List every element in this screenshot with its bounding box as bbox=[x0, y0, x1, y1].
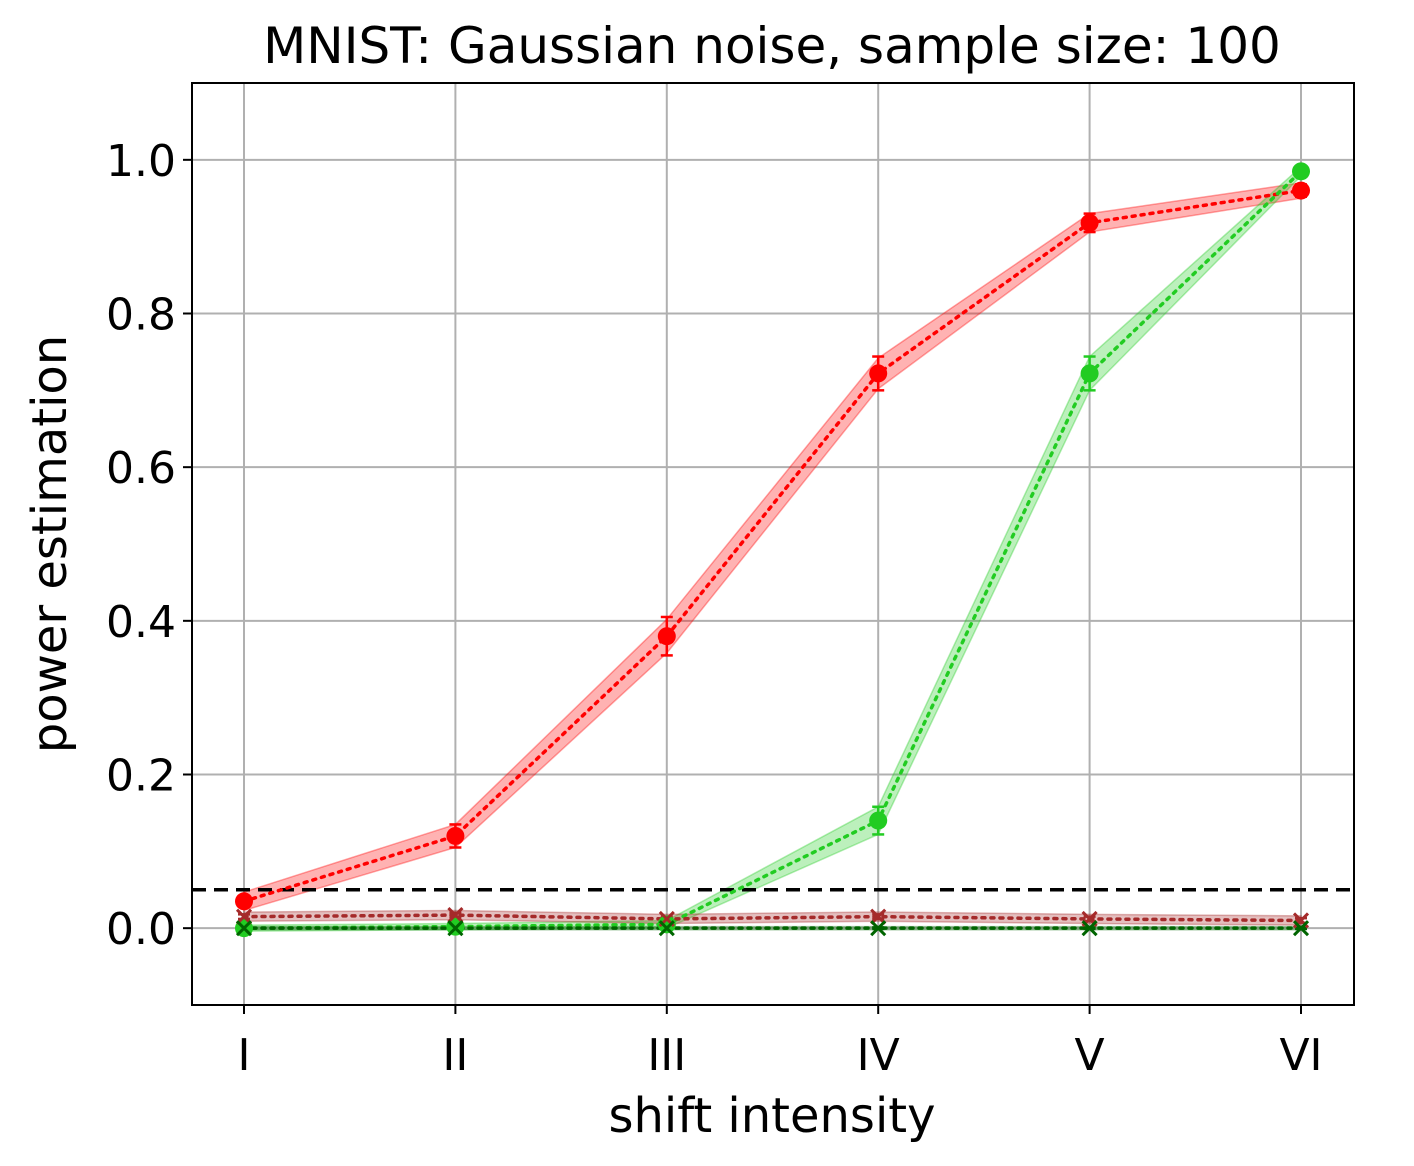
series-0-point-1 bbox=[446, 826, 465, 845]
series-markers bbox=[235, 162, 1310, 938]
series-0-point-0 bbox=[235, 892, 253, 911]
series-3-point-0 bbox=[235, 920, 253, 937]
grid bbox=[192, 83, 1354, 1005]
x-tick-label-VI: VI bbox=[1279, 1030, 1322, 1081]
series-0-point-4 bbox=[1080, 213, 1099, 232]
series-1-point-2 bbox=[657, 915, 676, 934]
series-1-point-4 bbox=[1080, 364, 1099, 383]
series-0-point-3 bbox=[869, 364, 888, 383]
x-marker-stroke-b bbox=[870, 908, 887, 925]
x-marker-stroke-b bbox=[235, 920, 253, 937]
series-2-line bbox=[242, 913, 1303, 923]
x-marker-stroke-b bbox=[447, 920, 464, 937]
x-tick-label-I: I bbox=[238, 1030, 251, 1081]
error-bars bbox=[238, 167, 1307, 931]
series-0-point-2 bbox=[657, 627, 676, 646]
series-2-band bbox=[243, 909, 1302, 926]
series-0-line bbox=[242, 188, 1303, 904]
y-tick-label-0.6: 0.6 bbox=[106, 443, 176, 494]
x-tick-label-V: V bbox=[1075, 1030, 1105, 1081]
series-3-point-3 bbox=[870, 920, 887, 937]
y-tick-label-0.2: 0.2 bbox=[106, 751, 176, 802]
x-marker-stroke-b bbox=[1081, 920, 1098, 937]
x-marker-stroke-b bbox=[870, 920, 887, 937]
y-axis-label: power estimation bbox=[22, 335, 78, 753]
series-1-line bbox=[242, 169, 1303, 930]
x-marker-stroke-b bbox=[1292, 920, 1310, 937]
series-2-point-0 bbox=[235, 908, 253, 925]
series-0-point-5 bbox=[1292, 181, 1310, 200]
series-2-point-3 bbox=[870, 908, 887, 925]
x-axis-ticks: I II III IV V VI bbox=[238, 1005, 1323, 1081]
x-tick-label-III: III bbox=[647, 1030, 686, 1081]
series-3-point-2 bbox=[658, 920, 675, 937]
series-3-point-1 bbox=[447, 920, 464, 937]
y-tick-label-0.4: 0.4 bbox=[106, 597, 176, 648]
series-2-point-1 bbox=[447, 907, 464, 924]
x-tick-label-IV: IV bbox=[857, 1030, 900, 1081]
series-1-point-5 bbox=[1292, 162, 1310, 181]
x-marker-stroke-b bbox=[235, 908, 253, 925]
series-lines bbox=[242, 169, 1303, 930]
x-marker-stroke-b bbox=[658, 920, 675, 937]
y-axis-ticks: 0.0 0.2 0.4 0.6 0.8 1.0 bbox=[106, 136, 192, 955]
chart-title: MNIST: Gaussian noise, sample size: 100 bbox=[263, 17, 1281, 75]
series-1-band bbox=[243, 165, 1302, 932]
series-0-band bbox=[243, 182, 1302, 912]
x-tick-label-II: II bbox=[442, 1030, 468, 1081]
series-1-point-3 bbox=[869, 811, 888, 830]
series-3-point-5 bbox=[1292, 920, 1310, 937]
plot-frame bbox=[191, 82, 1355, 1006]
x-marker-stroke-b bbox=[447, 907, 464, 924]
y-tick-label-0.8: 0.8 bbox=[106, 290, 176, 341]
series-3-point-4 bbox=[1081, 920, 1098, 937]
y-tick-label-1.0: 1.0 bbox=[106, 136, 176, 187]
x-axis-label: shift intensity bbox=[609, 1088, 936, 1144]
confidence-bands bbox=[243, 165, 1302, 932]
y-tick-label-0.0: 0.0 bbox=[106, 904, 176, 955]
